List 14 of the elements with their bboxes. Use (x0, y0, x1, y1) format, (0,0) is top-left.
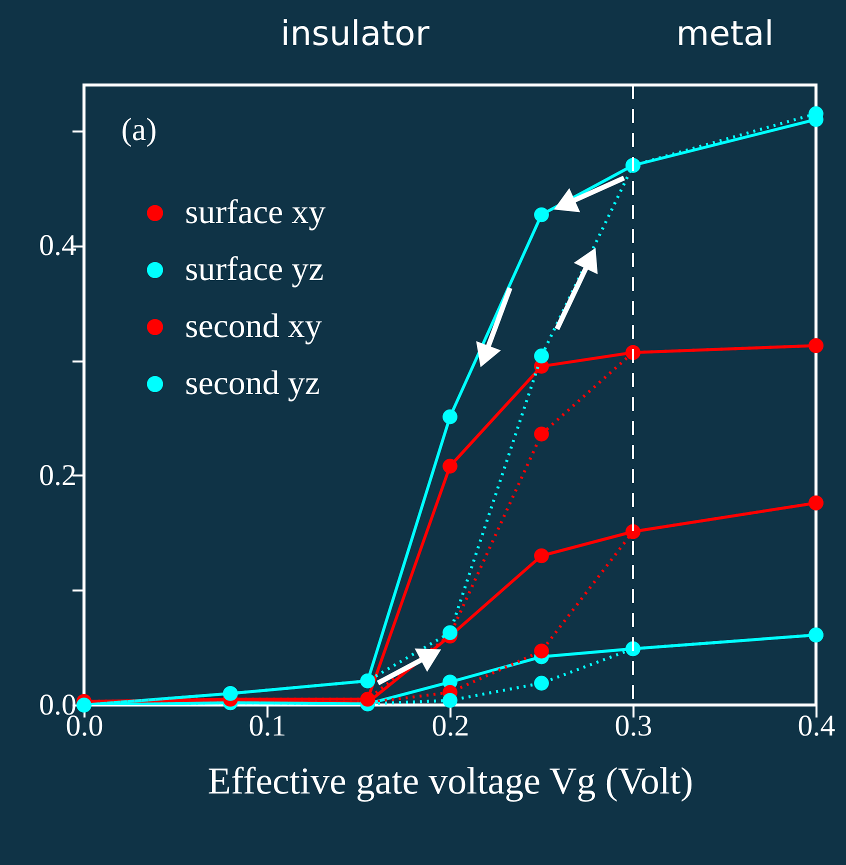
y-tick-label: 0.2 (39, 458, 76, 492)
annotation: (a) (121, 111, 157, 147)
x-tick-label: 0.1 (248, 710, 286, 742)
y-tick-label: 0.4 (39, 229, 76, 262)
text: insulator (280, 14, 430, 54)
x-tick-label: 0.4 (798, 710, 836, 742)
legend-label: second yz (185, 365, 320, 402)
x-axis-title: Effective gate voltage Vg (Volt) (208, 760, 694, 802)
legend-label: surface yz (185, 251, 324, 288)
x-tick-label: 0.2 (432, 710, 470, 742)
text: metal (676, 14, 774, 54)
x-tick-label: 0.3 (614, 710, 652, 742)
legend-label: surface xy (185, 194, 326, 231)
legend-label: second xy (185, 308, 322, 345)
